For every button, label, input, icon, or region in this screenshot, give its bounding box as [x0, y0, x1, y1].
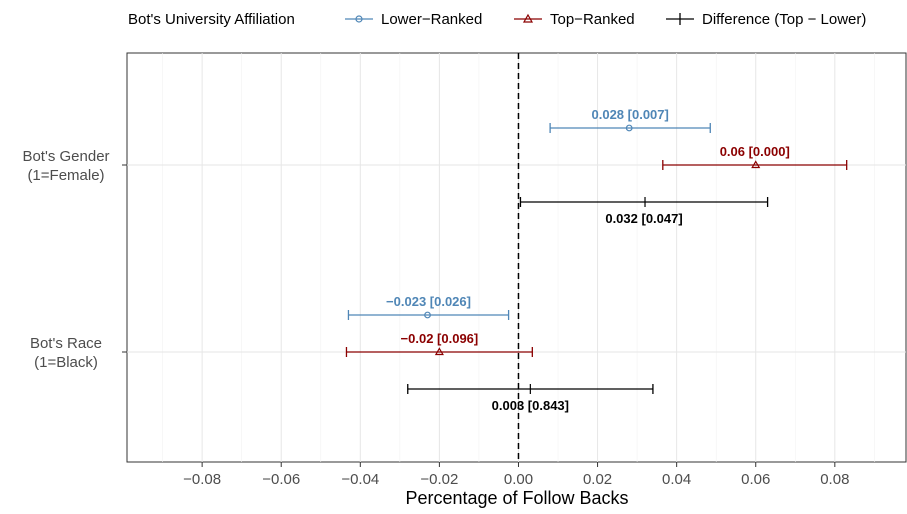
- legend: Bot's University Affiliation Lower−Ranke…: [128, 11, 866, 28]
- y-axis: Bot's Gender (1=Female) Bot's Race (1=Black…: [22, 148, 127, 371]
- y-category-label: Bot's Gender: [22, 148, 109, 165]
- estimate-label: −0.02 [0.096]: [401, 331, 479, 346]
- estimate-label: 0.032 [0.047]: [605, 211, 682, 226]
- estimate-point: [751, 160, 761, 169]
- estimate-label: 0.06 [0.000]: [720, 144, 790, 159]
- legend-label-top: Top−Ranked: [550, 11, 635, 28]
- error-bar-2-0: 0.032 [0.047]: [519, 197, 769, 226]
- error-bars: 0.028 [0.007] −0.023 [0.026] 0.06 [0.000] −…: [345, 107, 848, 413]
- y-category-sublabel: (1=Black): [34, 354, 98, 371]
- legend-entry-lower: Lower−Ranked: [345, 11, 482, 28]
- x-tick-label: 0.06: [741, 471, 770, 488]
- estimate-point: [625, 124, 633, 132]
- plot-panel: 0.028 [0.007] −0.023 [0.026] 0.06 [0.000] −…: [126, 52, 907, 463]
- x-tick-label: 0.08: [820, 471, 849, 488]
- legend-entry-difference: Difference (Top − Lower): [666, 11, 866, 28]
- error-bar-0-0: 0.028 [0.007]: [549, 107, 711, 133]
- x-tick-label: −0.02: [420, 471, 458, 488]
- legend-label-lower: Lower−Ranked: [381, 11, 482, 28]
- x-tick-label: −0.04: [341, 471, 379, 488]
- estimate-label: 0.003 [0.843]: [492, 398, 569, 413]
- y-category-sublabel: (1=Female): [27, 167, 104, 184]
- x-tick-label: −0.06: [262, 471, 300, 488]
- y-category-label: Bot's Race: [30, 335, 102, 352]
- error-bar-1-1: −0.02 [0.096]: [345, 331, 533, 357]
- legend-title: Bot's University Affiliation: [128, 11, 295, 28]
- estimate-label: −0.023 [0.026]: [386, 294, 471, 309]
- error-bar-2-1: 0.003 [0.843]: [407, 384, 654, 413]
- legend-entry-top: Top−Ranked: [514, 11, 635, 28]
- estimate-label: 0.028 [0.007]: [592, 107, 669, 122]
- estimate-point: [434, 347, 444, 356]
- x-tick-label: −0.08: [183, 471, 221, 488]
- panel-border: [126, 52, 907, 463]
- legend-label-difference: Difference (Top − Lower): [702, 11, 866, 28]
- x-axis-title: Percentage of Follow Backs: [405, 488, 628, 508]
- x-tick-label: 0.04: [662, 471, 691, 488]
- error-bar-1-0: 0.06 [0.000]: [662, 144, 848, 170]
- x-tick-label: 0.02: [583, 471, 612, 488]
- x-tick-label: 0.00: [504, 471, 533, 488]
- estimate-point: [424, 311, 431, 319]
- x-axis: −0.08 −0.06 −0.04 −0.02 0.00 0.02 0.04 0.06 0.08: [183, 462, 849, 488]
- error-bar-0-1: −0.023 [0.026]: [347, 294, 510, 320]
